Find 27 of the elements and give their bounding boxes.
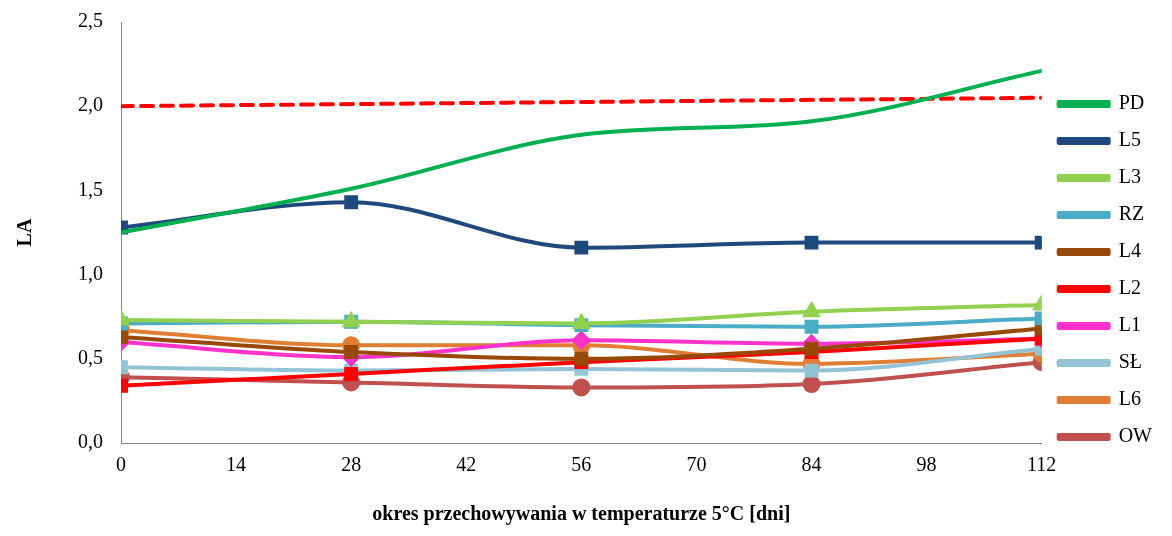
x-tick-label: 98 xyxy=(916,453,937,476)
x-tick-label: 0 xyxy=(116,453,126,476)
legend-label: RZ xyxy=(1118,202,1145,225)
x-tick-label: 42 xyxy=(456,453,477,476)
x-axis-title: okres przechowywania w temperaturze 5°C [dni] xyxy=(372,502,791,526)
y-tick-label: 1,5 xyxy=(78,177,103,200)
y-tick-label: 2,5 xyxy=(78,9,103,32)
x-tick-label: 14 xyxy=(226,453,247,476)
y-axis-title: LA xyxy=(13,218,36,247)
legend-label: L6 xyxy=(1118,387,1141,410)
y-tick-label: 2,0 xyxy=(78,93,103,116)
legend-label: L5 xyxy=(1118,128,1141,151)
legend-label: OW xyxy=(1118,424,1153,447)
legend-label: L4 xyxy=(1118,239,1141,262)
x-tick-label: 56 xyxy=(571,453,592,476)
legend-label: L2 xyxy=(1118,276,1141,299)
legend-label: L3 xyxy=(1118,165,1141,188)
legend-label: PD xyxy=(1118,91,1145,114)
x-tick-label: 70 xyxy=(686,453,707,476)
y-tick-label: 0,5 xyxy=(78,346,103,369)
x-tick-label: 112 xyxy=(1027,453,1057,476)
x-tick-label: 84 xyxy=(801,453,822,476)
y-tick-label: 1,0 xyxy=(78,261,103,284)
y-tick-label: 0,0 xyxy=(78,430,103,453)
x-tick-label: 28 xyxy=(341,453,362,476)
legend-label: SŁ xyxy=(1118,350,1143,373)
legend-label: L1 xyxy=(1118,313,1141,336)
